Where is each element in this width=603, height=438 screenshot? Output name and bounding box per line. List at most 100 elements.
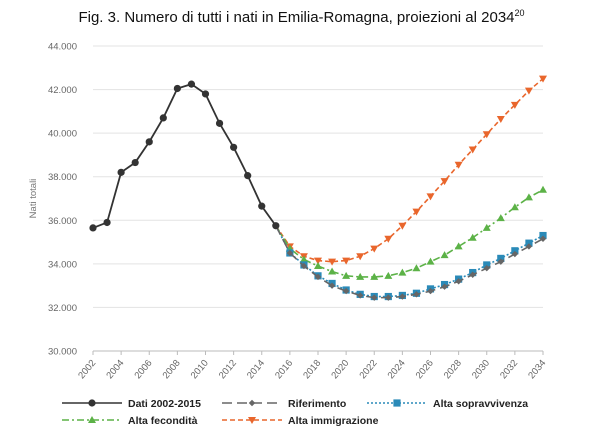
series-3 <box>275 185 547 280</box>
data-point <box>328 267 337 275</box>
legend-item: Dati 2002-2015 <box>62 398 201 410</box>
data-point <box>482 223 491 231</box>
x-tick-label: 2010 <box>189 358 211 381</box>
data-point <box>300 262 308 270</box>
data-point <box>370 272 379 280</box>
data-point <box>524 87 533 95</box>
series-1 <box>275 225 547 301</box>
data-point <box>215 119 224 127</box>
legend-swatch-marker <box>248 399 256 407</box>
data-point <box>286 249 294 257</box>
y-tick-label: 34.000 <box>48 259 77 270</box>
data-point <box>468 146 477 154</box>
x-tick-label: 2018 <box>301 358 323 381</box>
data-point <box>440 178 449 186</box>
series-2 <box>275 225 547 301</box>
data-point <box>131 158 139 167</box>
grid <box>93 45 543 352</box>
data-point <box>314 273 322 281</box>
data-point <box>145 138 153 146</box>
data-point <box>511 250 519 258</box>
x-tick-label: 2008 <box>161 358 183 381</box>
data-point <box>356 292 364 299</box>
x-tick-label: 2028 <box>442 358 464 381</box>
x-tick-label: 2030 <box>470 358 492 381</box>
x-tick-label: 2026 <box>414 358 436 381</box>
legend-item: Alta immigrazione <box>222 415 379 427</box>
data-point <box>230 143 238 151</box>
legend-swatch-marker <box>88 416 96 423</box>
legend-item: Alta sopravvivenza <box>367 398 528 410</box>
data-point <box>483 265 490 272</box>
x-tick-label: 2024 <box>386 358 408 381</box>
data-point <box>398 268 407 276</box>
series-line <box>92 83 277 229</box>
chart-title: Fig. 3. Numero di tutti i nati in Emilia… <box>0 8 603 26</box>
data-point <box>441 283 448 290</box>
data-point <box>244 172 252 180</box>
data-point <box>103 218 111 227</box>
series-line <box>275 78 544 263</box>
data-point <box>510 203 519 211</box>
legend-swatch-marker <box>393 399 401 407</box>
data-point <box>525 243 533 250</box>
data-point <box>384 271 393 279</box>
data-point <box>496 115 505 123</box>
y-tick-label: 30.000 <box>48 347 77 358</box>
data-point <box>412 264 421 272</box>
data-point <box>356 253 365 261</box>
legend-label: Dati 2002-2015 <box>128 398 201 410</box>
data-point <box>342 271 351 279</box>
data-point <box>314 257 322 265</box>
x-tick-label: 2002 <box>76 358 98 381</box>
legend-label: Riferimento <box>288 398 346 410</box>
data-point <box>454 242 463 250</box>
series-4 <box>275 75 547 266</box>
y-tick-label: 40.000 <box>48 129 77 140</box>
y-tick-label: 44.000 <box>48 42 77 53</box>
data-point <box>328 258 337 266</box>
data-point <box>314 262 322 270</box>
x-tick-label: 2022 <box>358 358 380 381</box>
x-tick-label: 2012 <box>217 358 239 381</box>
data-point <box>510 101 519 109</box>
x-tick-label: 2004 <box>104 358 126 381</box>
data-point <box>482 131 491 139</box>
series-0 <box>89 80 280 232</box>
data-point <box>454 161 463 169</box>
y-tick-label: 36.000 <box>48 216 77 227</box>
y-axis-label: Nati totali <box>28 179 39 219</box>
data-point <box>117 168 125 176</box>
legend-label: Alta immigrazione <box>288 415 379 427</box>
data-point <box>385 294 392 301</box>
y-tick-label: 38.000 <box>48 172 77 183</box>
x-tick-label: 2034 <box>526 358 548 381</box>
data-point <box>258 202 266 210</box>
data-point <box>201 90 210 98</box>
data-point <box>539 75 547 83</box>
y-tick-label: 32.000 <box>48 303 77 314</box>
data-point <box>342 287 350 295</box>
series-line <box>275 225 544 299</box>
x-tick-label: 2006 <box>133 358 155 381</box>
data-point <box>497 254 505 263</box>
data-point <box>412 208 421 216</box>
data-point <box>173 84 181 93</box>
data-point <box>497 258 505 265</box>
data-point <box>272 222 280 230</box>
x-tick-label: 2014 <box>245 358 267 381</box>
data-point <box>299 255 308 263</box>
data-point <box>539 185 547 193</box>
data-point <box>342 257 351 265</box>
axes: 30.000 32.000 34.000 36.000 38.000 40.000 42.0… <box>28 42 548 382</box>
data-point <box>539 235 547 243</box>
series-layer <box>89 75 547 301</box>
x-tick-label: 2032 <box>498 358 520 381</box>
data-point <box>455 278 462 285</box>
legend-swatch-marker <box>248 417 256 424</box>
data-point <box>468 233 477 241</box>
data-point <box>427 287 434 295</box>
data-point <box>370 245 379 253</box>
data-point <box>511 247 519 255</box>
